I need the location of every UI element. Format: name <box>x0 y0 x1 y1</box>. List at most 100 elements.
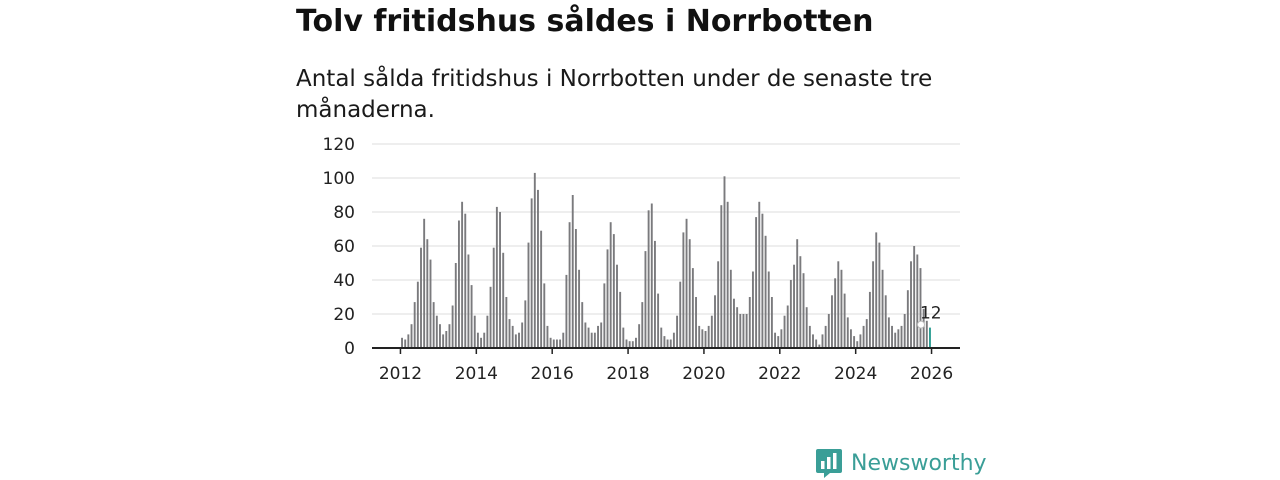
newsworthy-logo: Newsworthy <box>815 446 987 480</box>
data-bar <box>710 315 713 348</box>
data-bar <box>537 189 539 348</box>
data-bar <box>521 322 524 348</box>
data-bar <box>467 254 470 348</box>
data-bar <box>530 198 533 348</box>
x-tick-label: 2014 <box>455 364 498 384</box>
data-bar <box>780 329 783 348</box>
data-bar <box>505 297 508 348</box>
data-bar <box>679 281 682 348</box>
data-bar <box>695 297 697 348</box>
data-bar <box>635 337 637 348</box>
data-bar <box>603 283 606 348</box>
data-bar <box>457 220 460 348</box>
data-bar <box>470 285 473 348</box>
data-bar <box>770 297 773 348</box>
data-bar <box>616 264 618 348</box>
data-bar <box>903 314 906 348</box>
x-tick-label: 2024 <box>834 364 877 384</box>
data-bar <box>698 325 701 348</box>
data-bar <box>859 334 862 348</box>
data-bar <box>878 242 881 348</box>
data-bar <box>751 271 754 348</box>
data-bar <box>445 331 448 348</box>
data-bar <box>442 334 445 348</box>
data-bar <box>736 307 739 348</box>
data-bar <box>925 320 928 348</box>
data-bar <box>638 324 641 348</box>
data-bar <box>815 339 818 348</box>
data-bar <box>514 334 517 348</box>
data-bar <box>868 291 871 348</box>
data-bar <box>555 339 558 348</box>
data-bar <box>872 261 875 348</box>
data-bar <box>584 322 587 348</box>
data-bar <box>691 268 694 348</box>
data-bar <box>650 203 653 348</box>
data-bar <box>856 341 859 348</box>
data-bar <box>581 302 584 348</box>
data-bar <box>480 337 483 348</box>
data-bar <box>653 240 656 348</box>
data-bar <box>527 242 530 348</box>
data-bar <box>489 286 492 348</box>
data-bar <box>827 314 830 348</box>
data-bar <box>834 278 837 348</box>
data-bar <box>571 195 574 348</box>
data-bar <box>748 297 751 348</box>
data-bar <box>401 337 403 348</box>
data-bar <box>543 283 546 348</box>
data-bar <box>578 269 581 348</box>
data-bar <box>625 339 628 348</box>
x-tick-label: 2016 <box>531 364 574 384</box>
data-bar <box>897 329 900 348</box>
data-bar <box>783 315 786 348</box>
data-bar <box>774 332 777 348</box>
data-bar <box>464 213 467 348</box>
data-bar <box>742 314 745 348</box>
data-bar <box>685 218 688 348</box>
data-bar <box>884 295 887 348</box>
x-tick-label: 2020 <box>682 364 725 384</box>
data-bar <box>590 332 593 348</box>
data-bar <box>764 235 767 348</box>
data-bar <box>793 264 795 348</box>
data-bar <box>729 269 732 348</box>
data-bar <box>831 295 833 348</box>
data-bar <box>552 339 555 348</box>
highlight-marker <box>916 320 925 329</box>
data-bar <box>739 314 742 348</box>
data-bar <box>404 339 407 348</box>
data-bar <box>533 172 536 348</box>
data-bar <box>631 341 634 348</box>
data-bar <box>499 212 501 348</box>
data-bar <box>818 344 821 348</box>
data-bar <box>454 263 457 348</box>
data-bar <box>448 324 451 348</box>
data-bar <box>612 234 615 348</box>
data-bar <box>906 290 909 348</box>
data-bar <box>919 268 922 348</box>
data-bar <box>600 322 603 348</box>
data-bar <box>720 205 723 348</box>
data-bar <box>568 222 571 348</box>
data-bar <box>669 339 672 348</box>
data-bar <box>622 327 625 348</box>
data-bar <box>597 325 599 348</box>
data-bar <box>761 213 764 348</box>
data-bar <box>843 293 846 348</box>
data-bar <box>786 305 789 348</box>
x-tick-label: 2012 <box>379 364 422 384</box>
data-bar <box>805 307 808 348</box>
data-bar <box>426 239 429 348</box>
data-bar <box>502 252 505 348</box>
y-tick-label: 20 <box>333 305 355 325</box>
data-bar <box>726 201 729 348</box>
data-bar <box>660 327 663 348</box>
data-bar <box>682 232 685 348</box>
data-bar <box>853 336 856 348</box>
x-tick-label: 2018 <box>606 364 649 384</box>
data-bar <box>887 317 890 348</box>
data-bar <box>565 274 568 348</box>
data-bar <box>657 293 660 348</box>
